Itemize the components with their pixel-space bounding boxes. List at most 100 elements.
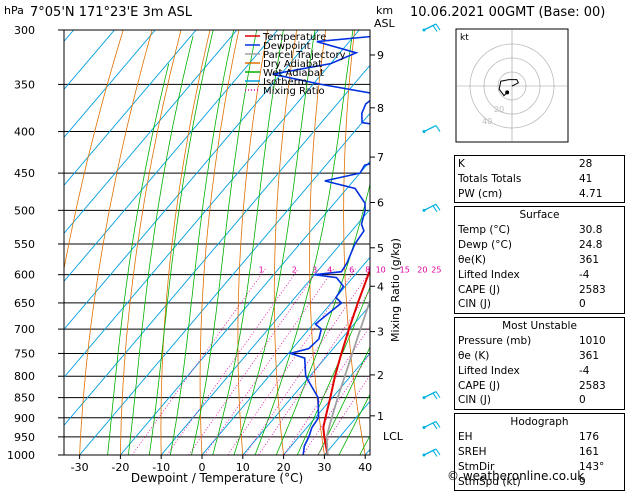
pressure-tick-label: 750 (14, 347, 35, 360)
mixing-ratio-label: 10 (376, 266, 386, 275)
wind-barbs (423, 24, 441, 457)
pressure-tick-label: 450 (14, 167, 35, 180)
mixing-ratio-label: 6 (349, 266, 354, 275)
panel-row-label: Temp (°C) (458, 223, 510, 238)
wind-barb-base (423, 396, 426, 399)
wind-barb-flag (433, 393, 437, 399)
panel-row: θe(K)361 (458, 253, 621, 268)
panel-row-value: 0 (579, 297, 621, 312)
panel-row-value: 176 (579, 430, 621, 445)
panel-row-value: 4.71 (579, 187, 621, 202)
pressure-tick-label: 400 (14, 126, 35, 139)
panel-row-value: 361 (579, 253, 621, 268)
km-tick-label: 4 (377, 280, 384, 293)
temp-tick-label: 30 (317, 461, 331, 474)
km-axis-label-asl: ASL (374, 17, 396, 30)
mixing-ratio-line (155, 269, 299, 473)
panel-row-label: PW (cm) (458, 187, 502, 202)
pressure-tick-label: 700 (14, 323, 35, 336)
km-axis-label: km (376, 4, 393, 17)
panel-row: CIN (J) 0 (458, 297, 621, 312)
panel-row: EH 176 (458, 430, 621, 445)
wind-barb-base (423, 454, 426, 457)
temp-tick-label: -20 (111, 461, 129, 474)
panel-row-label: Lifted Index (458, 268, 520, 283)
panel-row: CIN (J)0 (458, 393, 621, 408)
panel-row: Lifted Index -4 (458, 268, 621, 283)
km-tick-label: 9 (377, 49, 384, 62)
lcl-label: LCL (383, 430, 404, 443)
km-tick-label: 6 (377, 196, 384, 209)
panel-row-value: -4 (579, 268, 621, 283)
panel-row-label: CIN (J) (458, 297, 491, 312)
mixing-ratio-label: 1 (259, 266, 264, 275)
dry-adiabat (38, 0, 144, 472)
wind-barb-base (423, 130, 426, 133)
pressure-tick-label: 500 (14, 204, 35, 217)
panel-row-value: 24.8 (579, 238, 621, 253)
panel-row-label: CAPE (J) (458, 379, 500, 394)
km-tick-label: 1 (377, 410, 384, 423)
panel-row-value: 1010 (579, 334, 621, 349)
hodograph-storm-motion (505, 90, 509, 94)
mixing-ratio-label: 2 (292, 266, 297, 275)
dry-adiabat (409, 0, 452, 472)
panel-row: CAPE (J)2583 (458, 283, 621, 298)
pressure-tick-label: 600 (14, 269, 35, 282)
pressure-axis-label: hPa (4, 4, 24, 17)
panel-row-value: 361 (579, 349, 621, 364)
panel-row: Pressure (mb)1010 (458, 334, 621, 349)
wind-barb (424, 126, 436, 132)
legend-label: Mixing Ratio (263, 86, 325, 97)
panel-row: Dewp (°C)24.8 (458, 238, 621, 253)
panel-row-value: 30.8 (579, 223, 621, 238)
mixing-ratio-label: 15 (400, 266, 410, 275)
panel-row-value: 161 (579, 445, 621, 460)
pressure-tick-label: 350 (14, 78, 35, 91)
most-unstable-title: Most Unstable (458, 319, 621, 334)
panel-row-value: 28 (579, 157, 621, 172)
pressure-tick-label: 300 (14, 24, 35, 37)
km-tick-label: 3 (377, 326, 384, 339)
hodograph-units: kt (460, 33, 469, 43)
km-tick-label: 7 (377, 151, 384, 164)
mixing-ratio-label: 20 (417, 266, 427, 275)
wind-barb-base (423, 209, 426, 212)
wind-barb-flag (433, 26, 437, 32)
panel-row-value: 2583 (579, 379, 621, 394)
panel-row-label: θe (K) (458, 349, 489, 364)
isotherm (0, 0, 414, 486)
panel-row-value: 0 (579, 393, 621, 408)
isotherm (0, 0, 251, 486)
wind-barb-flag (436, 421, 440, 427)
mixing-ratio-line (247, 269, 385, 473)
pressure-tick-label: 650 (14, 297, 35, 310)
panel-row-value: 9 (579, 475, 621, 490)
km-tick-label: 8 (377, 102, 384, 115)
panel-row-label: EH (458, 430, 473, 445)
panel-row-value: -4 (579, 364, 621, 379)
panel-row-label: CAPE (J) (458, 283, 500, 298)
wind-barb-base (423, 426, 426, 429)
panel-row-label: Totals Totals (458, 172, 521, 187)
panel-row-value: 143° (579, 460, 621, 475)
datetime-header: 10.06.2021 00GMT (Base: 00) (410, 5, 605, 20)
pressure-tick-label: 900 (14, 412, 35, 425)
dry-adiabat (377, 0, 410, 472)
wind-barb-base (423, 29, 426, 32)
hodograph-ring-label: 20 (494, 105, 504, 114)
pressure-tick-label: 800 (14, 370, 35, 383)
wind-barb-flag (436, 204, 440, 210)
mixing-ratio-label: 4 (327, 266, 332, 275)
pressure-tick-label: 850 (14, 392, 35, 405)
location-header: 7°05'N 171°23'E 3m ASL (30, 5, 192, 20)
